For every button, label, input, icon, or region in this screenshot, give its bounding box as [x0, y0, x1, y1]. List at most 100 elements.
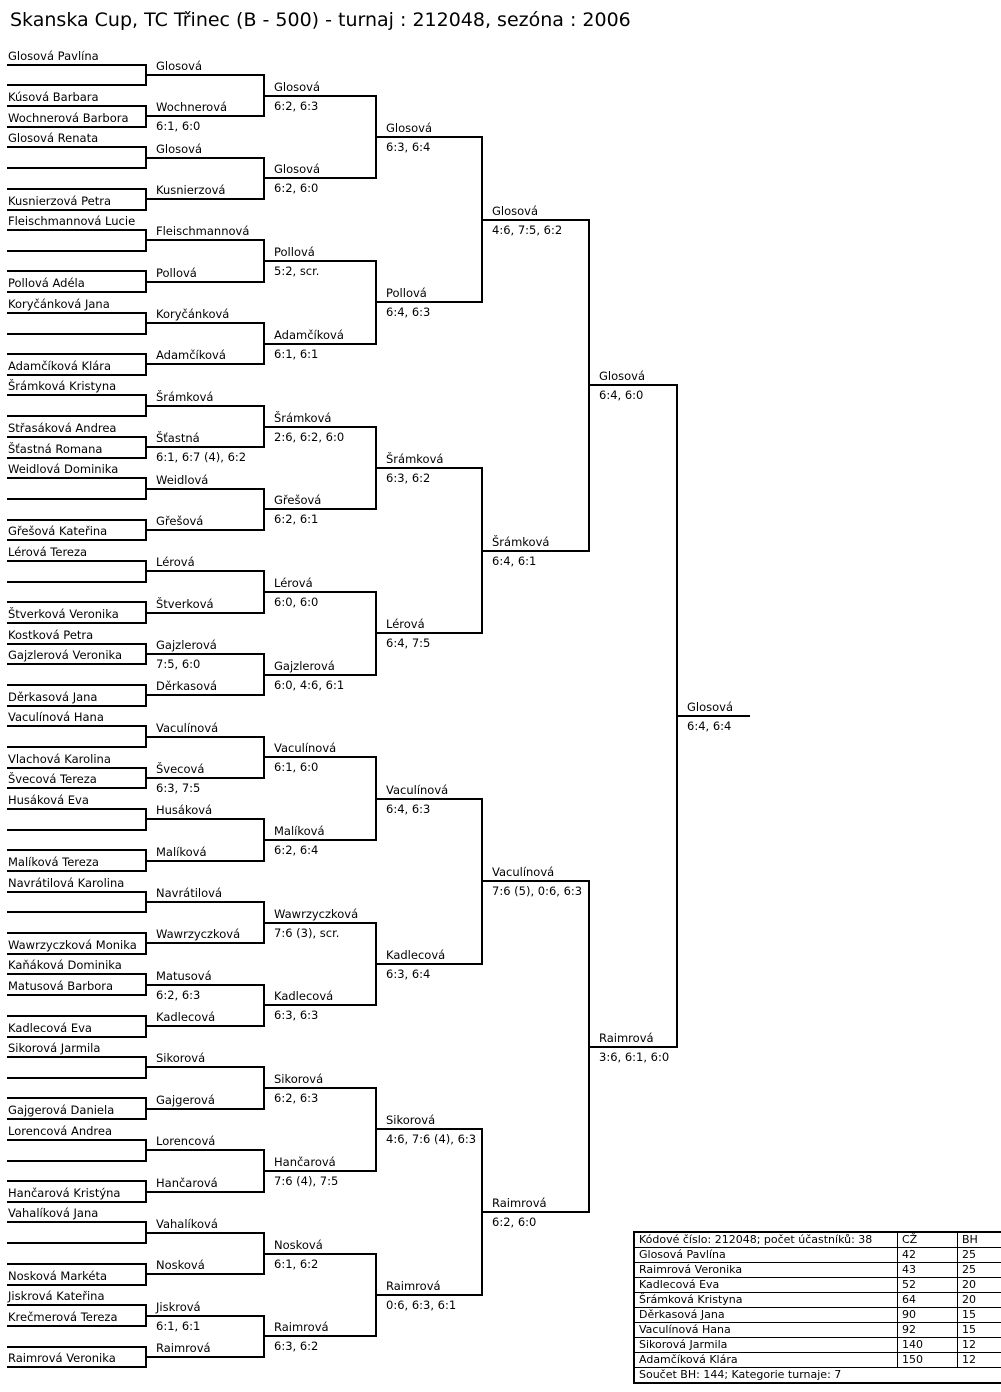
bracket-line: [7, 1076, 147, 1079]
match-score: 6:3, 6:4: [386, 140, 431, 154]
bracket-line: [145, 1025, 265, 1028]
bracket-line: [7, 766, 147, 769]
match-score: 6:1, 6:2: [274, 1256, 319, 1271]
result-cz-value: 140: [897, 1337, 958, 1353]
player-name: Wochnerová Barbora: [8, 110, 129, 125]
bracket-line: [145, 735, 265, 738]
bracket-line: [7, 1304, 147, 1307]
bracket-line: [7, 518, 147, 521]
player-name: Navrátilová Karolina: [8, 875, 125, 890]
match-score: 0:6, 6:3, 6:1: [386, 1297, 457, 1312]
bracket-line: [7, 311, 147, 314]
winner-name: Raimrová: [599, 1030, 654, 1045]
bracket-line: [7, 1262, 147, 1265]
match-score: 6:1, 6:0: [274, 760, 319, 775]
result-cz-value: 42: [897, 1247, 958, 1263]
player-name: Kostková Petra: [8, 627, 94, 642]
bracket-line: [7, 994, 147, 997]
result-player-name: Vaculínová Hana: [633, 1322, 898, 1338]
bracket-line: [7, 167, 147, 170]
bracket-line: [7, 497, 147, 500]
bracket-line: [7, 373, 147, 376]
winner-name: Pollová: [386, 286, 427, 301]
bracket-line: [263, 1335, 377, 1338]
bracket-line: [7, 973, 147, 976]
match-score: 6:4, 6:3: [386, 305, 431, 320]
bracket-line: [145, 1231, 265, 1234]
winner-name: Sikorová: [156, 1051, 206, 1066]
winner-name: Raimrová: [492, 1196, 547, 1211]
result-cz-value: 92: [897, 1322, 958, 1338]
winner-name: Husáková: [156, 803, 213, 818]
bracket-line: [263, 839, 377, 841]
bracket-line: [7, 270, 147, 273]
player-name: Děrkasová Jana: [8, 689, 98, 704]
player-name: Husáková Eva: [8, 792, 89, 807]
bracket-line: [145, 1314, 265, 1317]
bracket-line: [7, 1118, 147, 1121]
result-cz-value: 52: [897, 1277, 958, 1293]
bracket-line: [375, 797, 483, 800]
bracket-line: [7, 952, 147, 955]
bracket-line: [588, 1045, 678, 1048]
winner-name: Glosová: [156, 141, 203, 156]
winner-name: Šťastná: [156, 431, 200, 446]
results-header-cz: CŽ: [897, 1231, 958, 1248]
match-score: 6:4, 6:0: [599, 388, 644, 403]
winner-name: Gřešová: [274, 493, 322, 508]
bracket-line: [7, 394, 147, 397]
winner-name: Šrámková: [274, 410, 332, 425]
winner-name: Hančarová: [156, 1175, 218, 1190]
bracket-line: [7, 1180, 147, 1182]
bracket-line: [7, 787, 147, 790]
match-score: 6:2, 6:0: [274, 181, 319, 196]
player-name: Koryčánková Jana: [8, 296, 110, 311]
winner-name: Štverková: [156, 596, 214, 611]
bracket-line: [375, 963, 483, 965]
bracket-line: [145, 1355, 265, 1358]
bracket-line: [145, 446, 265, 449]
bracket-line: [263, 1004, 377, 1007]
player-name: Štverková Veronika: [8, 607, 119, 621]
bracket-line: [145, 198, 265, 201]
results-footer-row: Součet BH: 144; Kategorie turnaje: 7: [633, 1367, 1001, 1384]
winner-name: Švecová: [156, 762, 205, 776]
results-row: Děrkasová Jana 90 15: [633, 1307, 1001, 1323]
bracket-line: [481, 218, 590, 221]
player-name: Pollová Adéla: [8, 276, 85, 291]
bracket-line: [145, 115, 265, 118]
match-score: 2:6, 6:2, 6:0: [274, 429, 345, 444]
bracket-line: [263, 1252, 377, 1255]
bracket-line: [145, 280, 265, 283]
bracket-line: [588, 384, 678, 387]
player-name: Sikorová Jarmila: [8, 1041, 101, 1055]
bracket-line: [145, 983, 265, 986]
bracket-line: [263, 260, 377, 263]
player-name: Matusová Barbora: [8, 979, 114, 994]
result-player-name: Glosová Pavlína: [633, 1247, 898, 1263]
bracket-line: [263, 177, 377, 180]
match-score: 7:6 (3), scr.: [274, 925, 340, 940]
result-cz-value: 90: [897, 1307, 958, 1323]
winner-name: Vaculínová: [156, 720, 219, 735]
result-player-name: Raimrová Veronika: [633, 1262, 898, 1278]
bracket-line: [7, 1242, 147, 1245]
results-table: Kódové číslo: 212048; počet účastníků: 3…: [633, 1231, 1001, 1384]
bracket-line: [7, 828, 147, 831]
results-row: Kadlecová Eva 52 20: [633, 1277, 1001, 1293]
match-score: 4:6, 7:6 (4), 6:3: [386, 1132, 477, 1147]
winner-name: Malíková: [274, 824, 325, 838]
bracket-line: [7, 849, 147, 852]
bracket-line: [7, 580, 147, 583]
player-name: Švecová Tereza: [8, 772, 97, 787]
winner-name: Děrkasová: [156, 679, 218, 694]
bracket-line: [7, 870, 147, 872]
bracket-line: [7, 1324, 147, 1327]
bracket-line: [7, 1283, 147, 1286]
bracket-line: [145, 1107, 265, 1110]
winner-name: Šrámková: [156, 389, 214, 404]
bracket-line: [145, 777, 265, 779]
match-score: 6:1, 6:1: [156, 1318, 201, 1333]
player-name: Kadlecová Eva: [8, 1020, 92, 1035]
